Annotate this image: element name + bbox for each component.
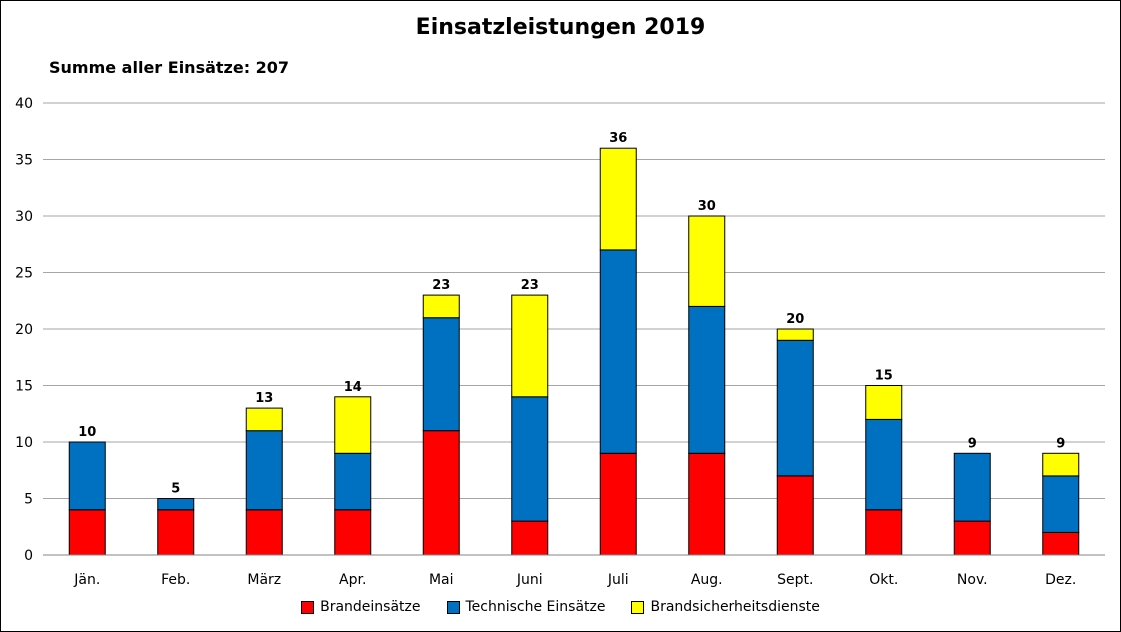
total-label: 5 <box>171 482 180 497</box>
legend-item: Brandeinsätze <box>301 599 421 615</box>
y-tick-label: 25 <box>15 266 33 282</box>
bar-segment <box>511 396 549 522</box>
total-label: 30 <box>698 199 716 214</box>
y-tick-label: 30 <box>15 209 33 225</box>
bar-segment <box>599 452 637 556</box>
bar-segment <box>245 430 283 511</box>
bar-segment <box>511 294 549 398</box>
bar-segment <box>157 498 195 511</box>
bar-segment <box>68 441 106 511</box>
legend-label: Brandeinsätze <box>320 599 421 615</box>
bar-segment <box>422 430 460 556</box>
bar-segment <box>245 509 283 556</box>
bar-segment <box>953 520 991 556</box>
x-tick-label: Jän. <box>73 572 100 588</box>
x-tick-label: Nov. <box>957 572 988 588</box>
y-tick-label: 10 <box>15 435 33 451</box>
bar-segment <box>599 147 637 251</box>
legend-swatch <box>301 600 315 614</box>
total-label: 36 <box>609 131 627 146</box>
bar-segment <box>865 418 903 511</box>
bar-segment <box>599 249 637 454</box>
bar-segment <box>865 509 903 556</box>
bar-segment <box>688 305 726 454</box>
x-tick-label: Apr. <box>339 572 366 588</box>
x-tick-label: Aug. <box>691 572 723 588</box>
total-label: 9 <box>1056 436 1065 451</box>
bar-segment <box>422 294 460 319</box>
legend-label: Technische Einsätze <box>465 599 606 615</box>
bar-segment <box>1042 475 1080 533</box>
bar-segment <box>334 452 372 511</box>
bar-segment <box>334 509 372 556</box>
x-tick-label: Juli <box>607 572 629 588</box>
bar-segment <box>688 452 726 556</box>
x-tick-label: Okt. <box>869 572 898 588</box>
y-tick-label: 20 <box>15 322 33 338</box>
bar-segment <box>953 452 991 522</box>
bar-segment <box>68 509 106 556</box>
total-label: 15 <box>875 369 893 384</box>
legend-item: Brandsicherheitsdienste <box>631 599 820 615</box>
total-label: 20 <box>786 312 804 327</box>
x-tick-label: Mai <box>429 572 454 588</box>
y-tick-label: 15 <box>15 379 33 395</box>
chart-subtitle: Summe aller Einsätze: 207 <box>49 58 290 77</box>
x-tick-label: Sept. <box>777 572 813 588</box>
y-tick-label: 5 <box>24 492 33 508</box>
legend-swatch <box>446 600 460 614</box>
total-label: 13 <box>255 391 273 406</box>
x-tick-label: Juni <box>516 572 543 588</box>
bar-segment <box>865 385 903 420</box>
bar-segment <box>245 407 283 432</box>
chart-title: Einsatzleistungen 2019 <box>415 15 706 40</box>
total-label: 14 <box>344 380 362 395</box>
x-tick-label: Feb. <box>161 572 190 588</box>
x-tick-label: Dez. <box>1045 572 1076 588</box>
legend-label: Brandsicherheitsdienste <box>650 599 820 615</box>
bar-segment <box>157 509 195 556</box>
bar-segment <box>334 396 372 454</box>
legend-item: Technische Einsätze <box>446 599 606 615</box>
bar-segment <box>776 475 814 556</box>
total-label: 23 <box>521 278 539 293</box>
y-tick-label: 0 <box>24 548 33 564</box>
bar-segment <box>511 520 549 556</box>
legend-swatch <box>631 600 645 614</box>
bar-segment <box>1042 531 1080 556</box>
total-label: 10 <box>78 425 96 440</box>
y-tick-label: 40 <box>15 96 33 112</box>
bar-segment <box>776 339 814 477</box>
bar-segment <box>422 317 460 432</box>
bar-segment <box>776 328 814 341</box>
y-tick-label: 35 <box>15 153 33 169</box>
total-label: 9 <box>968 436 977 451</box>
total-label: 23 <box>432 278 450 293</box>
x-tick-label: März <box>247 572 281 588</box>
legend: Brandeinsätze Technische Einsätze Brandsic… <box>1 599 1120 615</box>
bar-segment <box>688 215 726 307</box>
bar-segment <box>1042 452 1080 477</box>
